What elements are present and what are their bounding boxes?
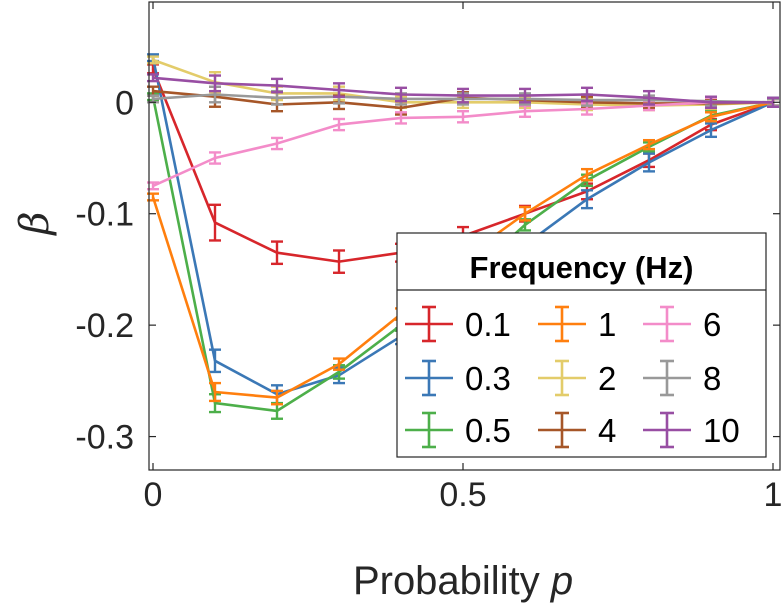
legend-label: 2 — [598, 360, 616, 397]
error-bar — [271, 389, 283, 406]
legend-swatch — [643, 305, 691, 343]
legend-swatch — [538, 411, 586, 449]
legend-swatch — [643, 411, 691, 449]
error-bar — [581, 167, 593, 182]
legend-swatch — [405, 305, 453, 343]
y-tick-label: -0.1 — [75, 196, 134, 234]
x-axis-title: Probability p — [353, 559, 573, 603]
error-bar — [395, 111, 407, 125]
legend-label: 1 — [598, 306, 616, 343]
error-bar — [333, 249, 345, 274]
error-bar — [333, 357, 345, 371]
legend-label: 0.5 — [465, 412, 511, 449]
legend-swatch — [405, 359, 453, 397]
x-axis-title-text: Probability — [353, 559, 551, 603]
error-bar — [705, 111, 717, 123]
x-tick-label: 1 — [764, 476, 781, 514]
error-bar — [519, 205, 531, 222]
legend-title: Frequency (Hz) — [470, 250, 694, 285]
legend-swatch — [538, 305, 586, 343]
series-6 — [147, 96, 779, 191]
error-bar — [271, 136, 283, 151]
error-bar — [581, 86, 593, 103]
y-axis-title: β — [12, 211, 58, 236]
error-bar — [519, 87, 531, 104]
legend-item: 8 — [643, 359, 721, 397]
legend-item: 4 — [538, 411, 616, 449]
legend-item: 0.1 — [405, 305, 511, 343]
plot-frame — [148, 1, 781, 471]
error-bar — [271, 240, 283, 266]
error-bar — [209, 203, 221, 242]
legend-swatch — [538, 359, 586, 397]
error-bar — [271, 77, 283, 94]
legend: Frequency (Hz) 0.1 0.3 0.5 1 2 4 6 8 10 — [396, 232, 767, 458]
error-bar — [333, 82, 345, 98]
x-tick-label: 0.5 — [439, 476, 486, 514]
y-tick-label: -0.2 — [75, 307, 134, 345]
error-bar — [209, 151, 221, 165]
legend-label: 6 — [703, 306, 721, 343]
error-bar — [457, 87, 469, 104]
error-bar — [333, 117, 345, 132]
error-bar — [457, 109, 469, 124]
legend-swatch — [643, 359, 691, 397]
legend-label: 4 — [598, 412, 616, 449]
legend-label: 10 — [703, 412, 740, 449]
error-bar — [581, 189, 593, 210]
legend-item: 0.3 — [405, 359, 511, 397]
error-bar — [705, 95, 717, 110]
series-10 — [147, 73, 779, 110]
legend-item: 6 — [643, 305, 721, 343]
legend-item: 1 — [538, 305, 616, 343]
legend-label: 0.3 — [465, 360, 511, 397]
error-bar — [643, 138, 655, 151]
legend-box — [396, 232, 767, 458]
error-bar — [209, 381, 221, 403]
legend-label: 0.1 — [465, 306, 511, 343]
x-axis-title-variable: p — [550, 559, 573, 603]
error-bar — [209, 74, 221, 93]
x-tick-label: 0 — [144, 476, 163, 514]
legend-item: 10 — [643, 411, 740, 449]
error-bar — [643, 89, 655, 106]
error-bar — [643, 152, 655, 173]
y-tick-label: 0 — [115, 84, 134, 122]
error-bar — [209, 348, 221, 374]
error-bar — [705, 122, 717, 139]
legend-item: 0.5 — [405, 411, 511, 449]
y-tick-label: -0.3 — [75, 419, 134, 457]
legend-item: 2 — [538, 359, 616, 397]
legend-label: 8 — [703, 360, 721, 397]
error-bar — [395, 86, 407, 103]
legend-swatch — [405, 411, 453, 449]
